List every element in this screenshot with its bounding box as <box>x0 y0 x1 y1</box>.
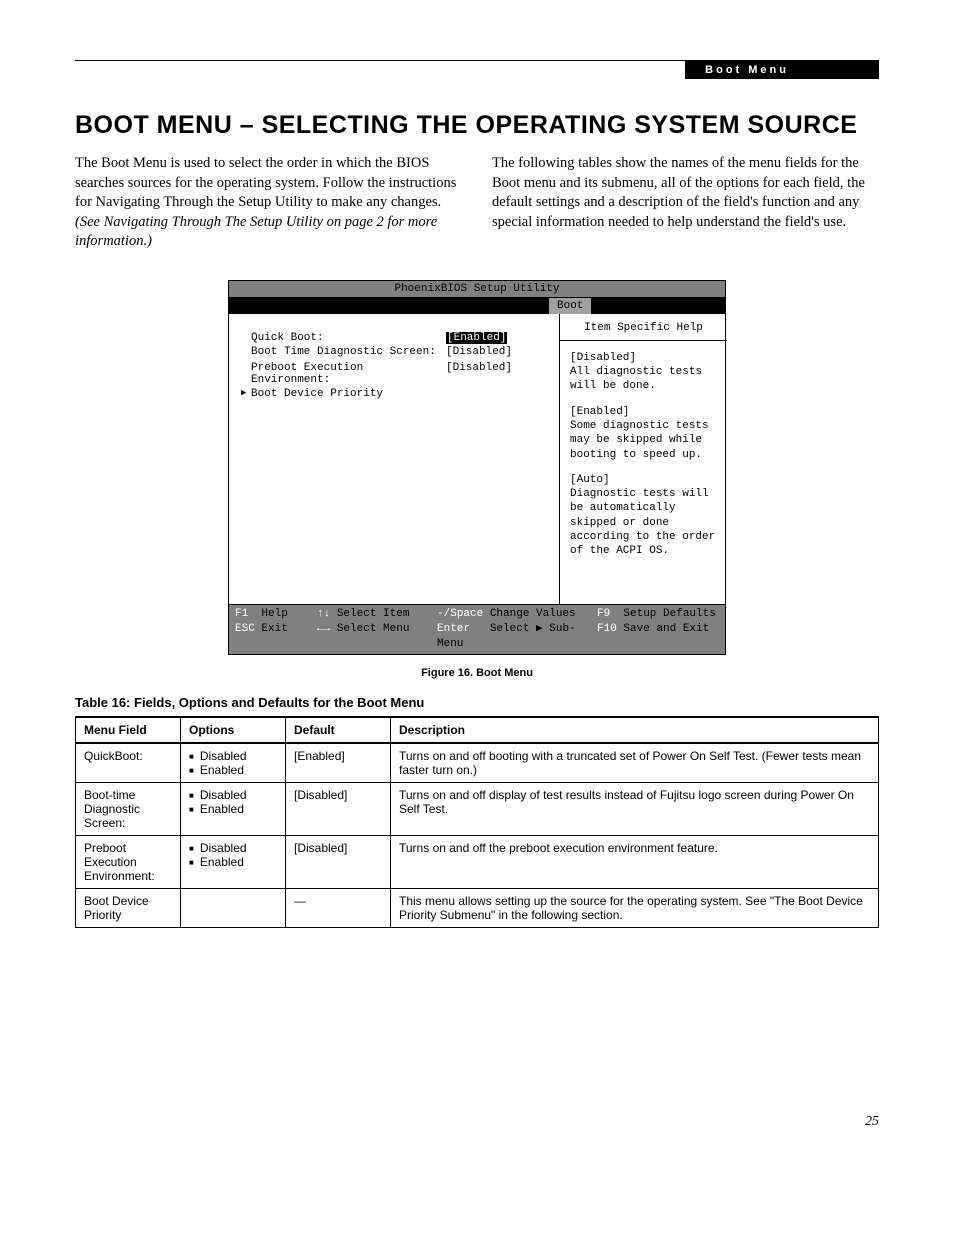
option-item: Disabled <box>189 841 277 855</box>
bios-setting-label: Quick Boot: <box>251 332 446 344</box>
intro-left: The Boot Menu is used to select the orde… <box>75 154 462 252</box>
footer-key: F9 <box>597 608 610 620</box>
table-row: Preboot Execution Environment:DisabledEn… <box>76 836 879 889</box>
intro-left-ref: (See Navigating Through The Setup Utilit… <box>75 214 437 250</box>
footer-text: Change Values <box>490 608 576 620</box>
option-item: Enabled <box>189 855 277 869</box>
bios-setting-row[interactable]: Boot Time Diagnostic Screen:[Disabled] <box>251 346 549 358</box>
table-row: Boot Device Priority —This menu allows se… <box>76 889 879 928</box>
intro-left-text: The Boot Menu is used to select the orde… <box>75 155 456 210</box>
page-number: 25 <box>865 1114 879 1130</box>
option-item: Disabled <box>189 749 277 763</box>
cell-options: DisabledEnabled <box>181 743 286 783</box>
cell-description: This menu allows setting up the source f… <box>391 889 879 928</box>
header-rule: Boot Menu <box>75 60 879 61</box>
bios-tab-bar: Boot <box>229 298 725 314</box>
table-row: QuickBoot:DisabledEnabled[Enabled]Turns … <box>76 743 879 783</box>
bios-setting-value: [Disabled] <box>446 346 512 358</box>
bios-window: PhoenixBIOS Setup Utility Boot Quick Boo… <box>228 280 726 656</box>
cell-default: [Enabled] <box>286 743 391 783</box>
cell-default: [Disabled] <box>286 836 391 889</box>
bios-submenu-row[interactable]: Boot Device Priority <box>251 388 549 400</box>
footer-text: Select Item <box>337 608 410 620</box>
cell-menu-field: Preboot Execution Environment: <box>76 836 181 889</box>
cell-menu-field: Boot-time Diagnostic Screen: <box>76 783 181 836</box>
footer-text: Setup Defaults <box>623 608 715 620</box>
bios-help-paragraph: [Auto]Diagnostic tests will be automatic… <box>570 473 717 559</box>
cell-menu-field: QuickBoot: <box>76 743 181 783</box>
bios-tab-boot[interactable]: Boot <box>549 298 591 314</box>
bios-help-title: Item Specific Help <box>570 322 717 334</box>
intro-columns: The Boot Menu is used to select the orde… <box>75 154 879 252</box>
bios-submenu-label: Boot Device Priority <box>251 388 446 400</box>
footer-key: ESC <box>235 623 255 635</box>
bios-setting-row[interactable]: Quick Boot:[Enabled] <box>251 332 549 344</box>
bios-setting-value: [Disabled] <box>446 362 512 386</box>
header-tab: Boot Menu <box>685 61 879 79</box>
option-item: Enabled <box>189 802 277 816</box>
cell-menu-field: Boot Device Priority <box>76 889 181 928</box>
footer-text: Exit <box>261 623 287 635</box>
footer-key: F10 <box>597 623 617 635</box>
bios-help-body: [Disabled]All diagnostic tests will be d… <box>570 351 717 559</box>
footer-key: ↑↓ <box>317 608 330 620</box>
table-header-row: Menu Field Options Default Description <box>76 717 879 743</box>
cell-default: — <box>286 889 391 928</box>
bios-help-panel: Item Specific Help [Disabled]All diagnos… <box>560 314 725 604</box>
bios-help-divider <box>560 340 727 341</box>
bios-help-paragraph: [Enabled]Some diagnostic tests may be sk… <box>570 405 717 462</box>
fields-table: Menu Field Options Default Description Q… <box>75 716 879 928</box>
bios-setting-value: [Enabled] <box>446 332 507 344</box>
footer-key: -/Space <box>437 608 483 620</box>
footer-text: Help <box>261 608 287 620</box>
bios-help-paragraph: [Disabled]All diagnostic tests will be d… <box>570 351 717 394</box>
th-description: Description <box>391 717 879 743</box>
cell-default: [Disabled] <box>286 783 391 836</box>
bios-setting-label: Preboot Execution Environment: <box>251 362 446 386</box>
option-item: Enabled <box>189 763 277 777</box>
bios-title: PhoenixBIOS Setup Utility <box>229 281 725 298</box>
cell-options <box>181 889 286 928</box>
footer-key: Enter <box>437 623 470 635</box>
cell-description: Turns on and off display of test results… <box>391 783 879 836</box>
cell-options: DisabledEnabled <box>181 783 286 836</box>
bios-setting-label: Boot Time Diagnostic Screen: <box>251 346 446 358</box>
table-caption: Table 16: Fields, Options and Defaults f… <box>75 695 879 710</box>
cell-description: Turns on and off the preboot execution e… <box>391 836 879 889</box>
intro-right: The following tables show the names of t… <box>492 154 879 252</box>
cell-description: Turns on and off booting with a truncate… <box>391 743 879 783</box>
figure-caption: Figure 16. Boot Menu <box>75 667 879 679</box>
footer-text: Save and Exit <box>623 623 709 635</box>
footer-key: ←→ <box>317 623 330 635</box>
bios-setting-row[interactable]: Preboot Execution Environment:[Disabled] <box>251 362 549 386</box>
cell-options: DisabledEnabled <box>181 836 286 889</box>
footer-key: F1 <box>235 608 248 620</box>
table-row: Boot-time Diagnostic Screen:DisabledEnab… <box>76 783 879 836</box>
bios-settings-panel: Quick Boot:[Enabled]Boot Time Diagnostic… <box>229 314 560 604</box>
option-item: Disabled <box>189 788 277 802</box>
th-options: Options <box>181 717 286 743</box>
footer-text: Select Menu <box>337 623 410 635</box>
th-menu-field: Menu Field <box>76 717 181 743</box>
th-default: Default <box>286 717 391 743</box>
bios-footer: F1 Help ↑↓ Select Item -/Space Change Va… <box>229 604 725 655</box>
page-title: BOOT MENU – SELECTING THE OPERATING SYST… <box>75 111 879 140</box>
